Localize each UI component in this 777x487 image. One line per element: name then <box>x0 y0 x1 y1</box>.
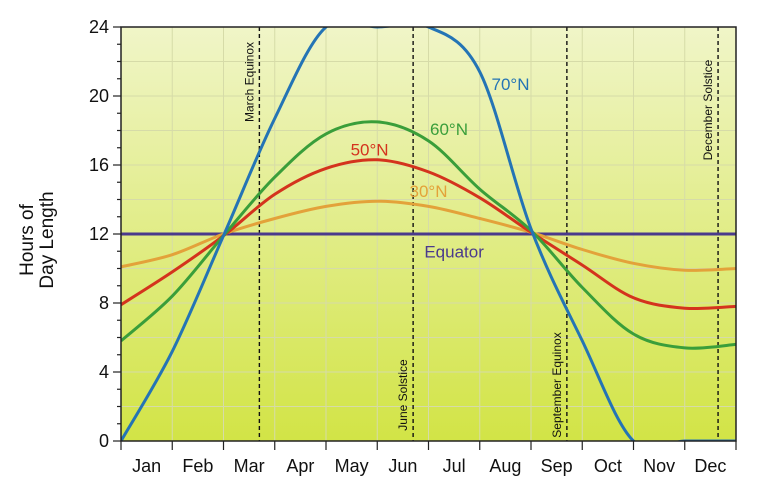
x-axis: Jan Feb Mar Apr May Jun Jul Aug Sep Oct Nov Dec <box>120 441 737 476</box>
series-label-50-n: 50°N <box>351 140 389 159</box>
y-tick-label: 16 <box>89 155 109 175</box>
y-tick-label: 12 <box>89 224 109 244</box>
y-axis: 0 4 8 12 16 20 24 <box>89 17 121 451</box>
y-tick-label: 0 <box>99 431 109 451</box>
series-lines <box>121 27 736 441</box>
x-tick-label: May <box>335 456 369 476</box>
event-label: March Equinox <box>242 42 256 122</box>
event-label: December Solstice <box>701 59 715 160</box>
event-label: June Solstice <box>396 359 410 431</box>
y-tick-label: 20 <box>89 86 109 106</box>
x-tick-label: Jul <box>443 456 466 476</box>
x-tick-label: Nov <box>643 456 675 476</box>
y-tick-label: 8 <box>99 293 109 313</box>
series-label-60-n: 60°N <box>430 120 468 139</box>
x-tick-label: Oct <box>594 456 622 476</box>
series-label-70-n: 70°N <box>492 75 530 94</box>
x-tick-label: Sep <box>541 456 573 476</box>
x-tick-label: Jun <box>388 456 417 476</box>
x-tick-label: Aug <box>489 456 521 476</box>
x-tick-label: Feb <box>182 456 213 476</box>
x-tick-label: Dec <box>694 456 726 476</box>
series-label-30-n: 30°N <box>410 182 448 201</box>
y-tick-label: 4 <box>99 362 109 382</box>
series-label-equator: Equator <box>424 242 484 261</box>
series-labels: 70°N 60°N 50°N 30°N Equator <box>351 75 530 261</box>
y-axis-title-line-1: Hours of <box>17 204 38 276</box>
event-label: September Equinox <box>550 332 564 437</box>
x-tick-label: Jan <box>132 456 161 476</box>
y-tick-label: 24 <box>89 17 109 37</box>
x-tick-label: Mar <box>234 456 265 476</box>
x-tick-label: Apr <box>286 456 314 476</box>
y-axis-title: Hours of Day Length <box>8 170 68 320</box>
series-line-70-n <box>121 27 736 441</box>
y-axis-title-line-2: Day Length <box>37 191 58 289</box>
